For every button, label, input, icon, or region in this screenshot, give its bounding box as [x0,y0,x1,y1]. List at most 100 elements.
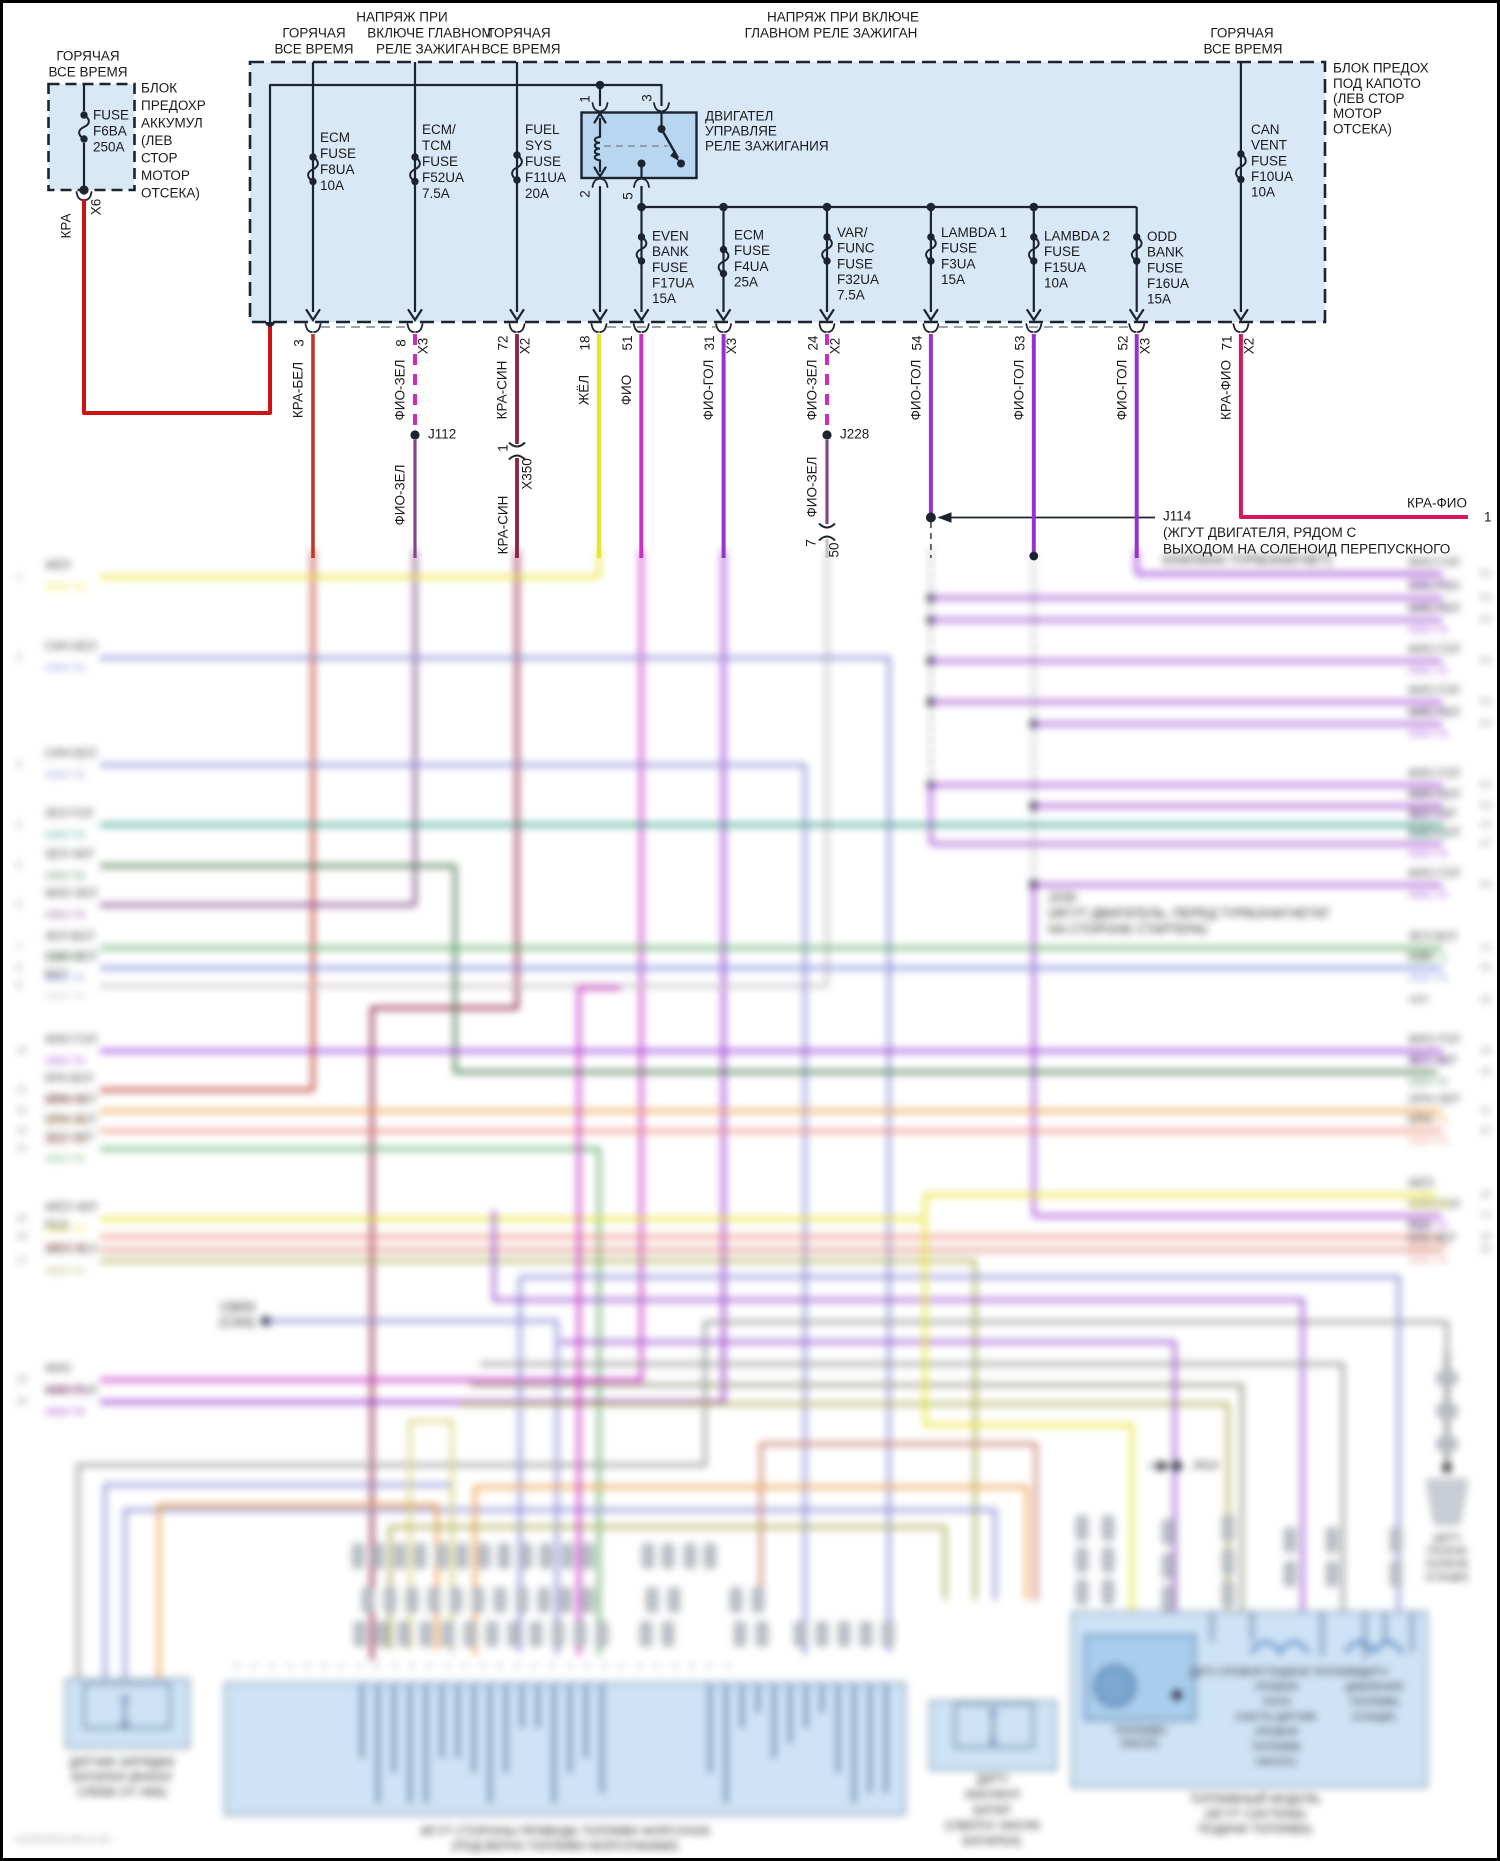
svg-text:ФИО-ЗЕЛ: ФИО-ЗЕЛ [393,360,408,421]
svg-text:ВСЕ ВРЕМЯ: ВСЕ ВРЕМЯ [48,65,127,80]
svg-text:F3UA: F3UA [941,256,976,271]
svg-text:63: 63 [1480,656,1492,667]
svg-text:ТОПЛИВА: ТОПЛИВА [1251,1741,1301,1753]
svg-text:7: 7 [16,943,22,954]
svg-text:(ЛЕВ: (ЛЕВ [141,133,172,148]
svg-text:КРА-БЕЛ: КРА-БЕЛ [45,1073,93,1085]
svg-text:9: 9 [322,1660,327,1670]
svg-text:БАТАР: БАТАР [973,1803,1011,1817]
svg-text:4084-ТА: 4084-ТА [45,1265,85,1277]
svg-text:9: 9 [690,1660,695,1670]
svg-text:4084-ТА: 4084-ТА [1408,1076,1448,1088]
svg-text:1: 1 [496,444,511,452]
svg-text:18: 18 [16,1375,28,1386]
svg-text:9: 9 [16,981,22,992]
svg-text:9: 9 [375,1660,380,1670]
svg-text:54: 54 [909,335,924,351]
svg-text:J114: J114 [1163,509,1192,524]
svg-text:15A: 15A [652,291,676,306]
svg-text:VENT: VENT [1251,138,1287,153]
svg-text:ФИО-ГОЛ: ФИО-ГОЛ [701,360,716,421]
svg-text:(ЛЕВ СТОР: (ЛЕВ СТОР [1333,91,1405,106]
svg-text:ФИО-ЗЕЛ: ФИО-ЗЕЛ [805,360,820,421]
svg-text:4084-ТА: 4084-ТА [45,662,85,674]
svg-text:ФИО-ГОЛ: ФИО-ГОЛ [1408,1034,1460,1046]
svg-text:F32UA: F32UA [837,272,879,287]
svg-text:BANK: BANK [1147,245,1184,260]
svg-text:(ПОД ВЕРХН ТОПЛИВН ФОРСУНКАМИ): (ПОД ВЕРХН ТОПЛИВН ФОРСУНКАМИ) [452,1839,678,1853]
svg-text:НА СТОРОНЕ СТАРТЕРА): НА СТОРОНЕ СТАРТЕРА) [1048,921,1207,936]
svg-text:X350: X350 [520,458,535,490]
svg-text:63: 63 [1480,593,1492,604]
svg-text:ЖЁЛ-ЧЕР: ЖЁЛ-ЧЕР [45,1202,98,1214]
svg-text:ДАТЧ: ДАТЧ [977,1772,1008,1786]
svg-text:ВСЕ ВРЕМЯ: ВСЕ ВРЕМЯ [1203,42,1282,57]
svg-text:FUSE: FUSE [525,154,561,169]
svg-text:ТОПЛ: ТОПЛ [1262,1696,1291,1708]
svg-text:4084-ТА: 4084-ТА [45,990,85,1002]
svg-text:9: 9 [480,1660,485,1670]
svg-text:9: 9 [305,1660,310,1670]
svg-text:9: 9 [235,1660,240,1670]
svg-text:LAMBDA 2: LAMBDA 2 [1044,229,1110,244]
svg-text:2: 2 [16,653,22,664]
svg-text:9: 9 [655,1660,660,1670]
svg-text:ФИО-ГОЛ: ФИО-ГОЛ [45,1034,97,1046]
svg-text:(ЧАСТЬ ДАТЧИК: (ЧАСТЬ ДАТЧИК [1235,1711,1317,1723]
svg-text:9: 9 [585,1660,590,1670]
svg-text:БАТАРЕИ): БАТАРЕИ) [963,1834,1021,1848]
svg-text:РЕЛЕ ЗАЖИГАНИЯ: РЕЛЕ ЗАЖИГАНИЯ [705,139,829,154]
svg-text:ОТСЕКА): ОТСЕКА) [141,186,200,201]
svg-text:ДАВЛЕНИЯ: ДАВЛЕНИЯ [1345,1681,1403,1693]
svg-text:6: 6 [16,900,22,911]
svg-text:15A: 15A [941,272,965,287]
svg-text:3: 3 [16,760,22,771]
svg-text:X2: X2 [828,338,843,355]
svg-text:ДВИГАТЕЛ: ДВИГАТЕЛ [705,109,773,124]
svg-text:15: 15 [1480,820,1492,831]
svg-text:ЗЕЛ-ЧЕР: ЗЕЛ-ЧЕР [1408,1055,1457,1067]
svg-text:J112: J112 [428,427,456,442]
svg-text:ФИО-ГОЛ: ФИО-ГОЛ [1408,707,1460,719]
svg-text:8: 8 [16,963,22,974]
svg-text:1: 1 [1484,510,1492,525]
svg-text:10A: 10A [320,178,344,193]
svg-text:КОЛЕНВ: КОЛЕНВ [1426,1558,1469,1570]
svg-text:4084-ТА: 4084-ТА [45,972,85,984]
svg-text:ОРН-ЧЕР: ОРН-ЧЕР [1408,1094,1460,1106]
svg-text:КРА-ФИО: КРА-ФИО [1407,496,1467,511]
svg-text:9: 9 [252,1660,257,1670]
svg-text:УРОВНЯ: УРОВНЯ [1254,1726,1298,1738]
svg-text:71: 71 [1219,335,1234,350]
svg-text:БЛОК: БЛОК [141,81,177,96]
svg-text:X3: X3 [416,338,431,355]
svg-text:50: 50 [827,542,842,557]
svg-text:ЖЁЛ-ЗЕЛ: ЖЁЛ-ЗЕЛ [45,1244,97,1256]
svg-text:ФИО-ГОЛ: ФИО-ГОЛ [1408,581,1460,593]
svg-text:FUEL: FUEL [525,122,560,137]
svg-text:4084-ТА: 4084-ТА [1408,810,1448,822]
svg-text:БЕЛ: БЕЛ [45,969,68,981]
svg-text:РОЗ: РОЗ [45,1220,68,1232]
svg-text:9: 9 [567,1660,572,1670]
svg-text:СТОР: СТОР [141,151,177,166]
svg-text:X3: X3 [1137,338,1152,355]
svg-text:14: 14 [1480,943,1492,954]
svg-text:ВКЛЮЧЕ ГЛАВНОМ: ВКЛЮЧЕ ГЛАВНОМ [367,26,493,41]
svg-text:КРА: КРА [59,214,74,239]
svg-text:66: 66 [1480,880,1492,891]
svg-text:ТОПЛИВА: ТОПЛИВА [1349,1696,1399,1708]
svg-text:КРА-СИН: КРА-СИН [496,496,511,555]
svg-text:64: 64 [1480,719,1492,730]
svg-text:9: 9 [410,1660,415,1670]
svg-text:F10UA: F10UA [1251,169,1293,184]
svg-text:4084-ТА: 4084-ТА [45,1153,85,1165]
svg-text:ЖЁЛ: ЖЁЛ [1408,1178,1434,1190]
svg-text:ВЫХОДОМ НА СОЛЕНОИД ПЕРЕПУСКНО: ВЫХОДОМ НА СОЛЕНОИД ПЕРЕПУСКНОГО [1163,542,1450,557]
svg-text:9: 9 [550,1660,555,1670]
svg-text:9: 9 [497,1660,502,1670]
svg-text:(CAN): (CAN) [219,1314,255,1329]
svg-text:F4UA: F4UA [734,259,769,274]
svg-text:FUSE: FUSE [1251,153,1287,168]
svg-text:9: 9 [707,1660,712,1670]
